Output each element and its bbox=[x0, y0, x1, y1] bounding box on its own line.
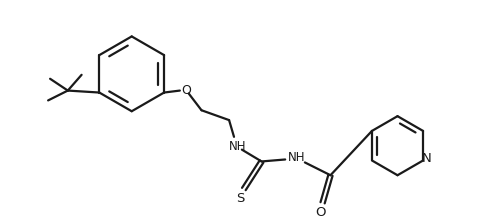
Text: O: O bbox=[181, 84, 191, 97]
Text: NH: NH bbox=[229, 140, 247, 153]
Text: NH: NH bbox=[288, 151, 306, 164]
Text: S: S bbox=[236, 192, 244, 205]
Text: N: N bbox=[422, 152, 432, 165]
Text: O: O bbox=[315, 206, 326, 219]
